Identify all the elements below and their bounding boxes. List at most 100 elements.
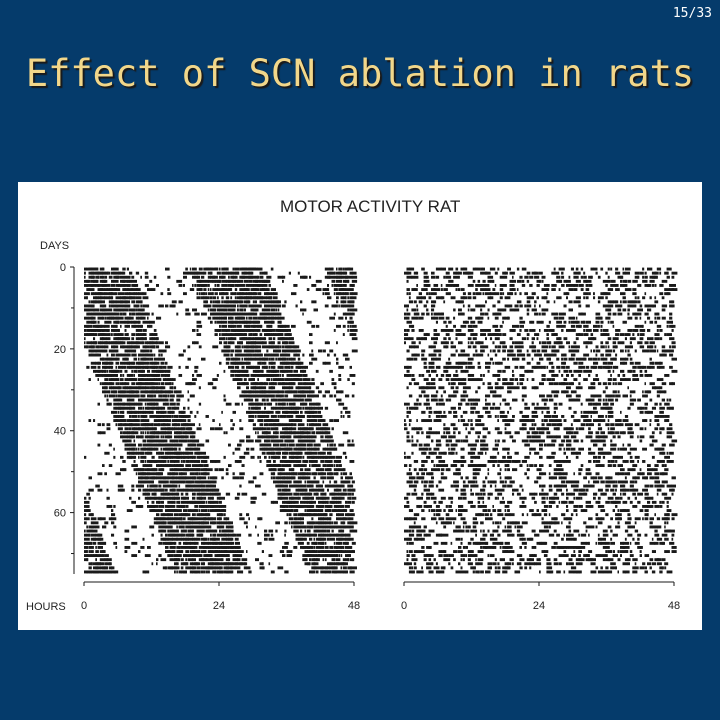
activity-mark — [286, 492, 290, 496]
activity-mark — [255, 390, 258, 394]
activity-mark — [595, 271, 598, 275]
activity-mark — [151, 410, 154, 414]
activity-mark — [214, 488, 220, 492]
activity-mark — [264, 361, 267, 365]
activity-mark — [126, 320, 133, 324]
activity-mark — [194, 537, 198, 541]
activity-mark — [97, 316, 103, 320]
activity-mark — [349, 509, 353, 512]
activity-mark — [270, 435, 275, 439]
activity-mark — [342, 562, 348, 566]
activity-mark — [216, 288, 220, 291]
activity-mark — [320, 541, 325, 545]
activity-mark — [514, 308, 520, 312]
activity-mark — [126, 304, 131, 308]
activity-mark — [302, 492, 307, 496]
activity-mark — [435, 296, 440, 300]
activity-mark — [189, 382, 196, 386]
activity-mark — [124, 288, 129, 291]
activity-mark — [97, 488, 103, 492]
activity-mark — [288, 357, 292, 361]
activity-mark — [241, 345, 244, 349]
activity-mark — [138, 292, 144, 296]
activity-mark — [304, 550, 308, 553]
activity-mark — [277, 472, 282, 476]
activity-mark — [268, 554, 273, 557]
activity-mark — [140, 337, 144, 341]
activity-mark — [318, 455, 322, 459]
activity-mark — [632, 300, 638, 304]
activity-mark — [288, 333, 292, 336]
activity-mark — [302, 472, 305, 476]
activity-mark — [433, 288, 436, 291]
activity-mark — [133, 288, 138, 291]
activity-mark — [171, 472, 177, 476]
activity-mark — [607, 267, 610, 271]
activity-mark — [304, 365, 308, 369]
activity-mark — [221, 271, 225, 275]
activity-mark — [336, 541, 340, 545]
activity-mark — [275, 439, 279, 443]
activity-mark — [144, 496, 149, 500]
activity-mark — [595, 320, 600, 324]
activity-mark — [171, 455, 174, 459]
activity-mark — [273, 382, 277, 386]
activity-mark — [338, 374, 342, 377]
activity-mark — [131, 382, 136, 386]
activity-mark — [176, 427, 179, 431]
activity-mark — [104, 292, 108, 296]
activity-mark — [588, 329, 592, 332]
activity-mark — [171, 402, 175, 406]
activity-mark — [84, 324, 89, 328]
activity-mark — [189, 267, 192, 271]
activity-mark — [142, 333, 147, 336]
activity-mark — [273, 398, 278, 402]
activity-mark — [223, 509, 227, 512]
activity-mark — [472, 308, 475, 312]
activity-mark — [147, 304, 150, 308]
activity-mark — [309, 468, 311, 472]
activity-mark — [656, 267, 662, 271]
activity-mark — [162, 378, 167, 381]
activity-mark — [291, 369, 293, 373]
activity-mark — [162, 505, 165, 508]
activity-mark — [666, 324, 669, 328]
activity-mark — [264, 316, 270, 320]
activity-mark — [327, 525, 332, 529]
activity-mark — [311, 480, 314, 484]
activity-mark — [342, 488, 346, 492]
activity-mark — [331, 521, 334, 525]
activity-mark — [106, 398, 109, 402]
activity-mark — [165, 476, 170, 480]
activity-mark — [428, 292, 431, 296]
activity-mark — [198, 279, 202, 283]
activity-mark — [106, 284, 111, 287]
activity-mark — [607, 304, 614, 308]
activity-mark — [273, 419, 278, 422]
activity-mark — [108, 361, 112, 365]
activity-mark — [340, 525, 345, 529]
activity-mark — [248, 333, 253, 336]
activity-mark — [551, 312, 557, 316]
activity-mark — [158, 304, 164, 308]
activity-mark — [558, 312, 564, 316]
activity-mark — [282, 546, 288, 549]
activity-mark — [322, 488, 325, 492]
activity-mark — [291, 415, 294, 418]
activity-mark — [340, 550, 344, 553]
activity-mark — [322, 500, 326, 504]
activity-mark — [288, 415, 292, 418]
activity-mark — [615, 271, 621, 275]
activity-mark — [671, 284, 676, 287]
activity-mark — [654, 320, 658, 324]
activity-mark — [349, 320, 353, 324]
activity-mark — [243, 267, 247, 271]
activity-mark — [108, 443, 112, 447]
activity-mark — [570, 324, 576, 328]
activity-mark — [277, 476, 281, 480]
activity-mark — [445, 329, 450, 332]
activity-mark — [192, 492, 195, 496]
activity-mark — [671, 288, 678, 291]
activity-mark — [198, 423, 201, 427]
